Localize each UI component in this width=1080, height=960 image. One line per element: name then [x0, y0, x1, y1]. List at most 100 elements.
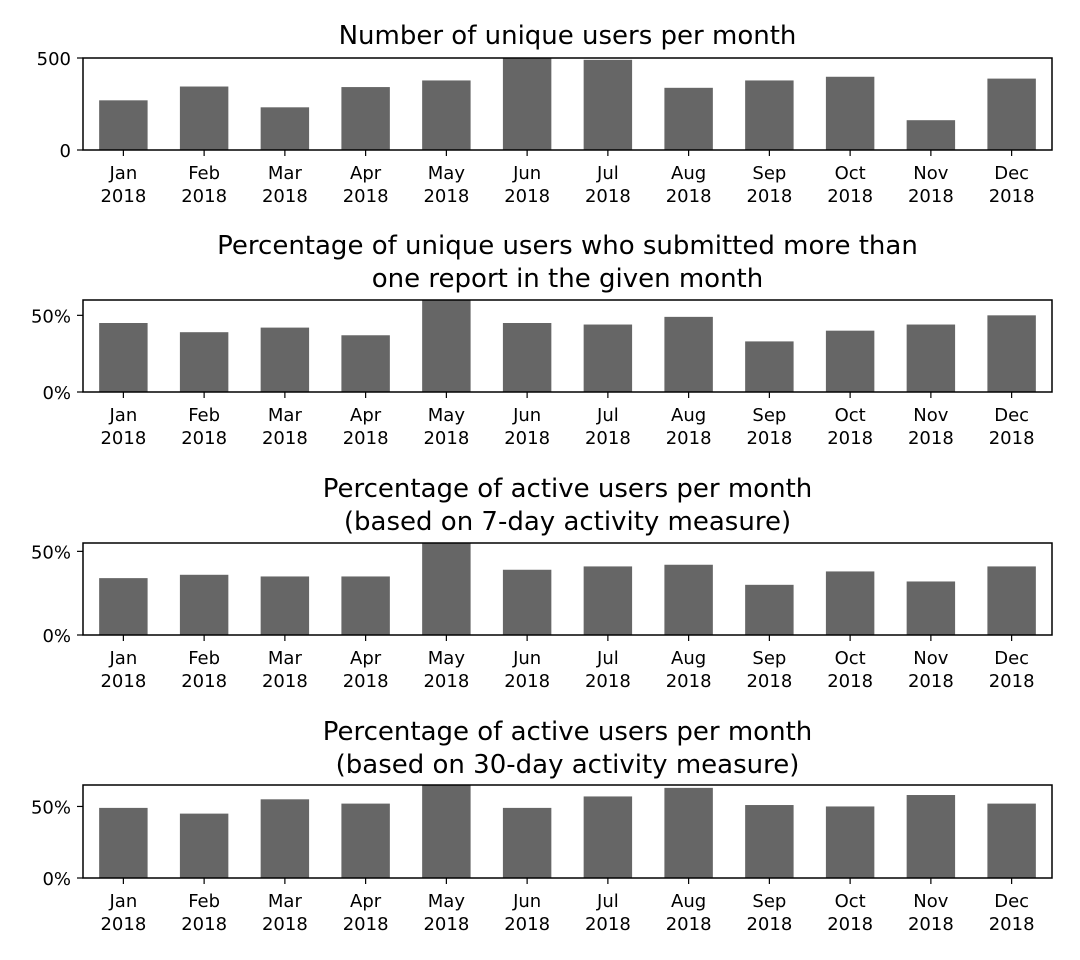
x-tick-label: Jan 2018: [100, 648, 146, 692]
x-tick-month: Feb: [188, 163, 220, 184]
x-tick-year: 2018: [262, 186, 308, 207]
x-tick-month: May: [428, 163, 466, 184]
x-tick-month: Apr: [350, 163, 382, 184]
bar-jun-2018: [502, 807, 552, 878]
x-tick-year: 2018: [423, 428, 469, 449]
x-tick-year: 2018: [181, 428, 227, 449]
x-tick-year: 2018: [989, 186, 1035, 207]
x-tick-month: Dec: [994, 648, 1029, 669]
y-tick-label: 50%: [31, 797, 71, 818]
x-tick-label: Mar 2018: [262, 163, 308, 207]
bar-nov-2018: [906, 581, 956, 635]
bar-jul-2018: [583, 566, 633, 635]
x-tick-month: Feb: [188, 891, 220, 912]
y-tick-label: 0%: [42, 626, 71, 647]
x-tick-month: Aug: [671, 405, 706, 426]
x-tick-year: 2018: [746, 186, 792, 207]
x-tick-year: 2018: [343, 186, 389, 207]
x-tick-year: 2018: [827, 428, 873, 449]
x-tick-label: Feb 2018: [181, 891, 227, 935]
bar-jan-2018: [99, 578, 148, 635]
bar-aug-2018: [664, 564, 713, 635]
x-tick-year: 2018: [100, 186, 146, 207]
bar-dec-2018: [987, 78, 1036, 150]
x-tick-month: Oct: [835, 405, 866, 426]
x-tick-label: Nov 2018: [908, 891, 954, 935]
x-tick-month: Feb: [188, 405, 220, 426]
x-tick-label: Jul 2018: [585, 891, 631, 935]
x-tick-label: Jun 2018: [504, 891, 550, 935]
x-tick-year: 2018: [908, 914, 954, 935]
x-tick-year: 2018: [989, 428, 1035, 449]
x-tick-year: 2018: [100, 914, 146, 935]
bar-may-2018: [422, 300, 471, 392]
x-tick-month: Aug: [671, 163, 706, 184]
bar-oct-2018: [825, 571, 875, 635]
x-tick-label: Dec 2018: [989, 163, 1035, 207]
x-tick-year: 2018: [827, 914, 873, 935]
chart-title: one report in the given month: [372, 264, 763, 294]
plot-frame: [82, 299, 1053, 393]
bar-apr-2018: [341, 576, 390, 635]
x-tick-month: Jul: [596, 648, 619, 669]
y-tick-label: 0%: [42, 383, 71, 404]
plot-frame: [82, 784, 1053, 879]
x-tick-label: Sep 2018: [746, 163, 792, 207]
bar-dec-2018: [987, 566, 1036, 635]
x-tick-month: Sep: [752, 405, 786, 426]
bar-jun-2018: [502, 569, 552, 635]
x-tick-month: Oct: [835, 891, 866, 912]
x-tick-month: Mar: [268, 163, 303, 184]
x-tick-month: Sep: [752, 648, 786, 669]
x-tick-label: Feb 2018: [181, 405, 227, 449]
x-tick-year: 2018: [181, 671, 227, 692]
x-tick-label: May 2018: [423, 163, 469, 207]
bar-jul-2018: [583, 324, 633, 392]
x-tick-year: 2018: [666, 914, 712, 935]
bar-dec-2018: [987, 803, 1036, 878]
x-tick-year: 2018: [504, 671, 550, 692]
x-tick-label: Jun 2018: [504, 648, 550, 692]
x-tick-month: Jul: [596, 891, 619, 912]
x-tick-month: Jul: [596, 163, 619, 184]
x-tick-year: 2018: [908, 186, 954, 207]
x-tick-label: Jan 2018: [100, 891, 146, 935]
x-tick-month: May: [428, 648, 466, 669]
chart-title: Percentage of unique users who submitted…: [217, 231, 918, 261]
bar-apr-2018: [341, 803, 390, 878]
x-tick-month: Jun: [512, 891, 541, 912]
x-tick-year: 2018: [746, 428, 792, 449]
bar-mar-2018: [260, 576, 310, 635]
bar-jan-2018: [99, 100, 148, 150]
x-tick-year: 2018: [908, 428, 954, 449]
bar-may-2018: [422, 543, 471, 635]
x-tick-month: Dec: [994, 891, 1029, 912]
x-tick-month: Jan: [109, 891, 138, 912]
x-tick-label: Aug 2018: [666, 405, 712, 449]
x-tick-month: Jan: [109, 648, 138, 669]
x-tick-month: Jul: [596, 405, 619, 426]
y-tick-label: 0%: [42, 869, 71, 890]
x-tick-year: 2018: [666, 428, 712, 449]
bar-jun-2018: [502, 323, 552, 392]
x-tick-label: Oct 2018: [827, 648, 873, 692]
x-tick-label: Apr 2018: [343, 891, 389, 935]
bar-aug-2018: [664, 87, 713, 150]
bar-oct-2018: [825, 330, 875, 392]
x-tick-label: Dec 2018: [989, 891, 1035, 935]
x-tick-month: Jun: [512, 648, 541, 669]
x-tick-label: Nov 2018: [908, 163, 954, 207]
x-tick-label: May 2018: [423, 891, 469, 935]
x-tick-year: 2018: [423, 186, 469, 207]
x-tick-label: Jan 2018: [100, 163, 146, 207]
x-tick-month: Apr: [350, 405, 382, 426]
x-tick-year: 2018: [989, 671, 1035, 692]
bar-feb-2018: [179, 574, 229, 635]
bar-dec-2018: [987, 315, 1036, 392]
x-tick-year: 2018: [504, 428, 550, 449]
x-tick-year: 2018: [504, 186, 550, 207]
chart-title: Percentage of active users per month: [323, 474, 813, 504]
x-tick-month: Aug: [671, 891, 706, 912]
x-tick-month: Apr: [350, 648, 382, 669]
x-tick-label: Aug 2018: [666, 648, 712, 692]
